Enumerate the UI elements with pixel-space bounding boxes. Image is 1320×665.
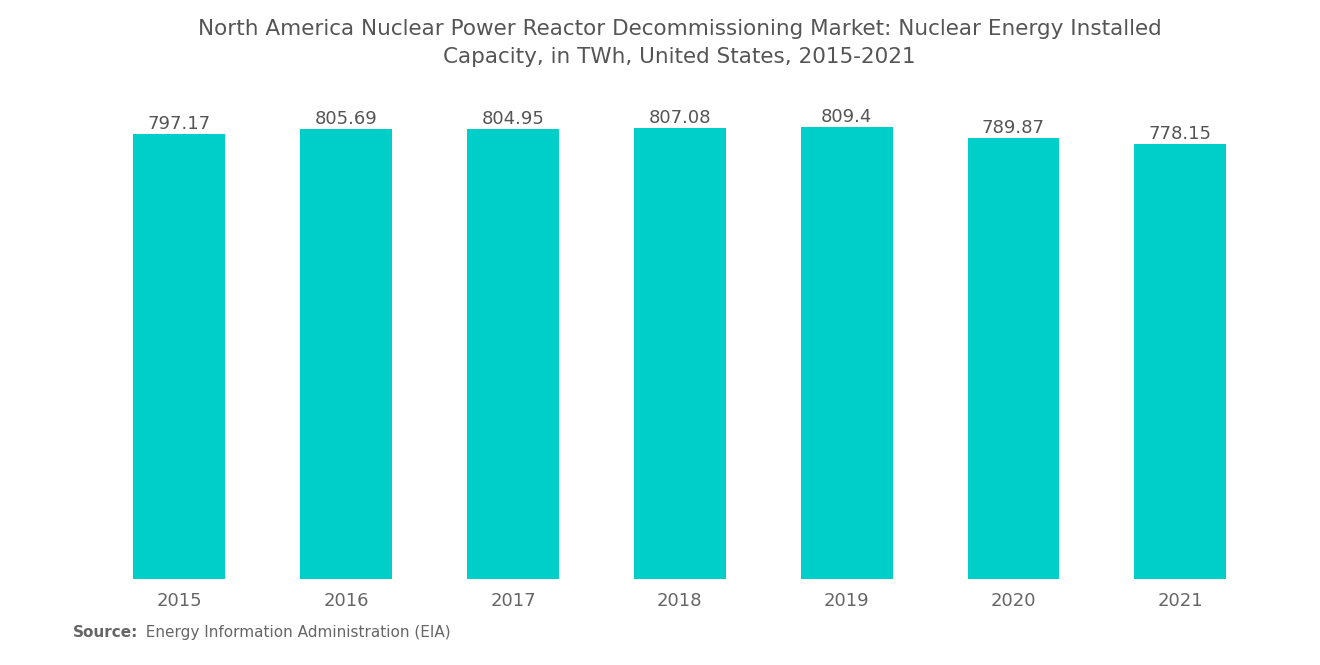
Text: Source:: Source: — [73, 624, 139, 640]
Bar — [968, 138, 1060, 579]
Bar — [634, 128, 726, 579]
Bar — [1134, 144, 1226, 579]
Text: 807.08: 807.08 — [648, 109, 711, 127]
Bar — [133, 134, 226, 579]
Title: North America Nuclear Power Reactor Decommissioning Market: Nuclear Energy Insta: North America Nuclear Power Reactor Deco… — [198, 19, 1162, 66]
Text: 805.69: 805.69 — [314, 110, 378, 128]
Text: 809.4: 809.4 — [821, 108, 873, 126]
Text: 804.95: 804.95 — [482, 110, 544, 128]
Bar — [801, 127, 892, 579]
Text: 778.15: 778.15 — [1148, 125, 1212, 143]
Text: 797.17: 797.17 — [148, 114, 211, 132]
Bar — [467, 130, 558, 579]
Bar — [300, 129, 392, 579]
Text: 789.87: 789.87 — [982, 118, 1045, 137]
Text: Energy Information Administration (EIA): Energy Information Administration (EIA) — [136, 624, 450, 640]
